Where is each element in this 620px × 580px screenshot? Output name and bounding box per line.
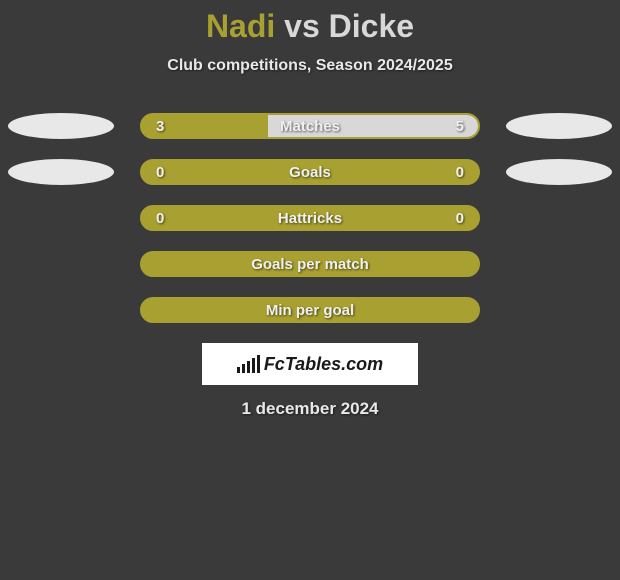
stat-label: Min per goal: [142, 302, 478, 319]
stat-bar: 00Hattricks: [140, 205, 480, 231]
player1-name: Nadi: [206, 8, 275, 44]
player2-marker: [506, 159, 612, 185]
stat-row: 00Goals: [0, 149, 620, 195]
vs-text: vs: [284, 8, 320, 44]
stat-label: Goals: [142, 164, 478, 181]
logo-box[interactable]: FcTables.com: [202, 343, 418, 385]
subtitle: Club competitions, Season 2024/2025: [0, 57, 620, 75]
stat-label: Hattricks: [142, 210, 478, 227]
stat-bar: 35Matches: [140, 113, 480, 139]
player1-marker: [8, 159, 114, 185]
stat-row: 35Matches: [0, 103, 620, 149]
comparison-widget: Nadi vs Dicke Club competitions, Season …: [0, 0, 620, 419]
date-label: 1 december 2024: [0, 399, 620, 419]
stat-row: Min per goal: [0, 287, 620, 333]
stat-row: 00Hattricks: [0, 195, 620, 241]
stat-row: Goals per match: [0, 241, 620, 287]
player2-name: Dicke: [329, 8, 414, 44]
page-title: Nadi vs Dicke: [0, 8, 620, 45]
stat-label: Matches: [142, 118, 478, 135]
stats-list: 35Matches 00Goals 00Hattricks Goals per mat…: [0, 103, 620, 333]
stat-bar: Min per goal: [140, 297, 480, 323]
player2-marker: [506, 113, 612, 139]
logo-label: FcTables.com: [264, 354, 383, 375]
player1-marker: [8, 113, 114, 139]
site-logo: FcTables.com: [237, 354, 383, 375]
stat-label: Goals per match: [142, 256, 478, 273]
chart-icon: [237, 355, 260, 373]
stat-bar: Goals per match: [140, 251, 480, 277]
stat-bar: 00Goals: [140, 159, 480, 185]
